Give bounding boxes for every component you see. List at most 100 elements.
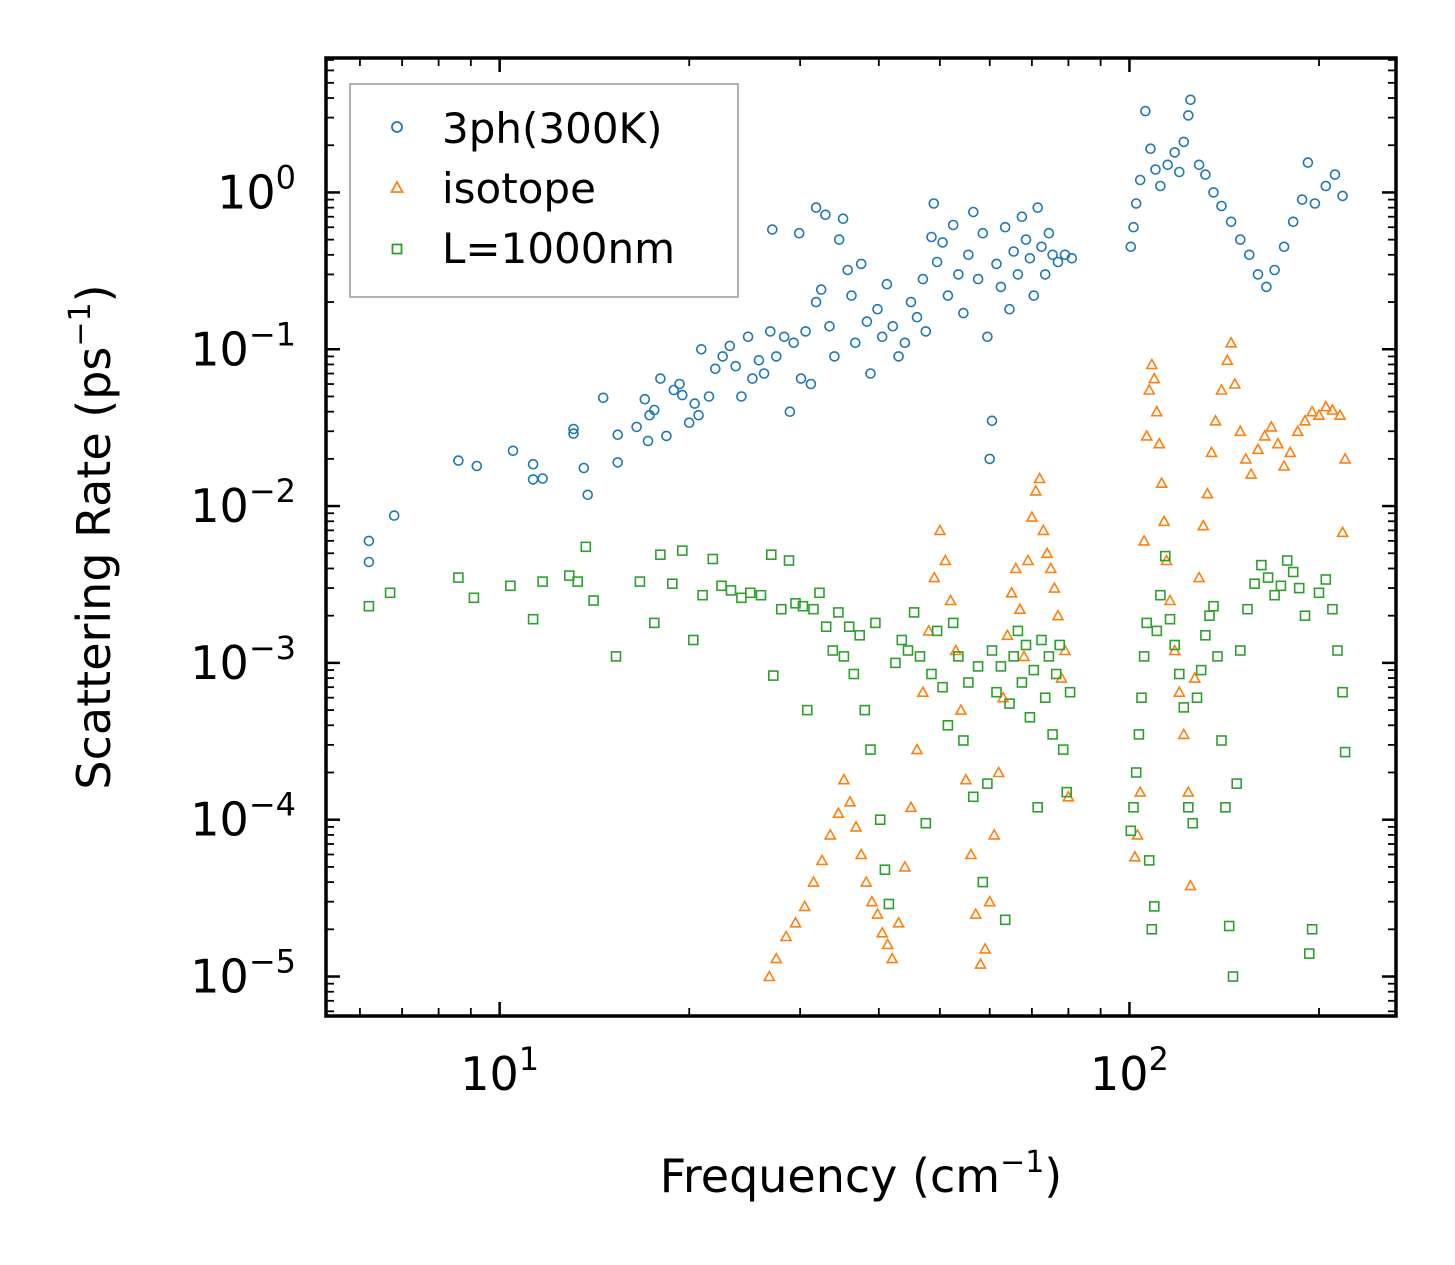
data-point — [1225, 216, 1237, 228]
data-point — [1188, 671, 1202, 683]
data-point — [904, 800, 918, 813]
data-point — [984, 453, 996, 465]
data-point — [1137, 534, 1151, 546]
data-point — [898, 860, 912, 872]
data-point — [1299, 610, 1311, 622]
data-point — [892, 916, 905, 928]
data-point — [1039, 269, 1051, 280]
data-point — [1050, 668, 1062, 680]
data-point — [1201, 487, 1214, 499]
data-point — [928, 198, 940, 209]
data-point — [779, 929, 793, 942]
data-point — [687, 634, 699, 646]
data-point — [922, 624, 936, 636]
data-point — [1128, 221, 1139, 233]
data-point — [1147, 371, 1161, 384]
data-point — [987, 828, 1001, 840]
legend-label-isotope: isotope — [442, 164, 596, 213]
data-point — [1032, 801, 1043, 813]
data-point — [537, 473, 548, 484]
data-point — [1231, 778, 1242, 789]
data-point — [1048, 581, 1061, 593]
data-point — [527, 458, 539, 470]
data-point — [1133, 729, 1145, 740]
data-point — [537, 576, 548, 587]
data-point — [942, 290, 954, 301]
data-point — [1195, 664, 1207, 676]
data-point — [597, 392, 609, 404]
tick-base: 10 — [190, 793, 249, 847]
data-point — [972, 661, 984, 672]
data-point — [753, 354, 765, 366]
data-point — [875, 926, 889, 938]
data-point — [1174, 668, 1185, 680]
data-point — [995, 661, 1007, 672]
data-point — [1029, 484, 1043, 496]
data-point — [969, 907, 983, 919]
data-point — [453, 572, 464, 583]
data-point — [1178, 136, 1190, 148]
data-point — [837, 213, 849, 224]
data-point — [527, 613, 539, 625]
data-point — [695, 343, 707, 355]
data-point — [908, 607, 920, 618]
data-point — [1066, 252, 1078, 264]
y-axis-label-superscript: −1 — [63, 302, 98, 346]
data-point — [1009, 561, 1023, 574]
data-point — [1261, 281, 1272, 293]
y-tick-label: 10−1 — [190, 315, 296, 376]
data-point — [942, 719, 954, 731]
data-point — [612, 457, 624, 468]
tick-exponent: 1 — [519, 1040, 539, 1078]
data-point — [887, 320, 899, 332]
data-point — [855, 258, 867, 270]
data-point — [931, 625, 943, 637]
data-point — [1275, 580, 1287, 592]
data-point — [666, 578, 678, 590]
y-tick-label: 10−4 — [190, 786, 296, 847]
data-point — [1224, 336, 1238, 348]
data-point — [838, 651, 850, 662]
data-point — [1216, 200, 1227, 212]
data-point — [1032, 202, 1043, 213]
data-point — [758, 368, 770, 379]
data-point — [1293, 582, 1305, 594]
data-point — [893, 351, 904, 362]
data-point — [784, 406, 796, 418]
data-point — [689, 398, 701, 409]
data-point — [1228, 377, 1242, 389]
data-point — [1183, 110, 1194, 121]
data-point — [910, 742, 924, 755]
data-point — [991, 686, 1002, 698]
data-point — [1036, 634, 1047, 646]
data-point — [453, 455, 464, 466]
data-point — [1283, 445, 1297, 458]
data-point — [724, 340, 736, 352]
tick-base: 10 — [217, 165, 276, 219]
data-point — [944, 593, 957, 606]
data-point — [995, 281, 1007, 293]
y-tick-label: 10−2 — [190, 472, 296, 533]
data-point — [730, 360, 742, 372]
data-point — [808, 603, 819, 615]
data-point — [1239, 452, 1253, 464]
data-point — [1337, 190, 1348, 202]
data-point — [1313, 587, 1325, 599]
data-point — [876, 331, 888, 343]
data-point — [1196, 519, 1210, 531]
data-point — [725, 585, 737, 596]
data-point — [964, 847, 978, 860]
legend-marker-triangle — [389, 180, 405, 193]
data-point — [823, 828, 837, 840]
data-point — [1269, 264, 1280, 276]
data-point — [1012, 269, 1024, 280]
data-point — [1220, 801, 1231, 813]
data-point — [978, 942, 992, 954]
data-point — [848, 668, 860, 680]
data-point — [1036, 241, 1047, 253]
data-point — [991, 258, 1002, 270]
data-point — [568, 428, 579, 439]
data-point — [1256, 559, 1267, 571]
data-point — [1064, 686, 1076, 698]
